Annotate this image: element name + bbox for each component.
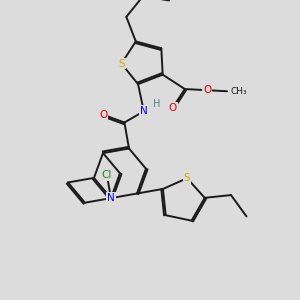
Text: Cl: Cl bbox=[102, 170, 112, 180]
Text: N: N bbox=[140, 106, 148, 116]
Text: O: O bbox=[203, 85, 212, 95]
Text: CH₃: CH₃ bbox=[231, 87, 247, 96]
Text: O: O bbox=[99, 110, 107, 120]
Text: S: S bbox=[118, 58, 125, 69]
Text: O: O bbox=[169, 103, 177, 113]
Text: S: S bbox=[184, 173, 190, 183]
Text: H: H bbox=[153, 99, 160, 109]
Text: N: N bbox=[107, 193, 115, 203]
